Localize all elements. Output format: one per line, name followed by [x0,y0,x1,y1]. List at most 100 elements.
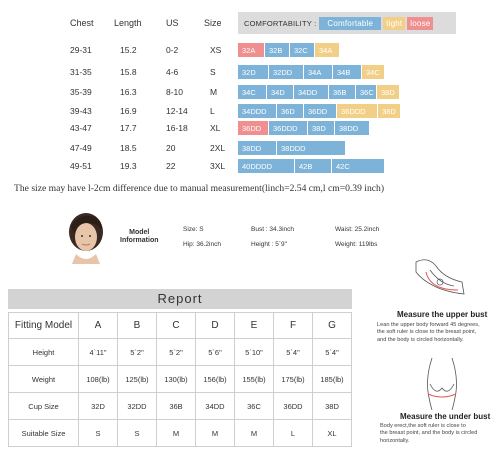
size-row-size: XL [210,123,221,133]
size-row-chest: 31-35 [70,67,92,77]
cup-size-tag: 32B [265,43,289,57]
size-row: 43-47 17.7 16-18 XL 36DD 36DDD 38D 38DD [0,121,500,136]
size-row-length: 16.9 [120,106,137,116]
header-chest: Chest [70,18,94,28]
cup-size-tag: 34D [267,85,293,99]
under-bust-line1: Body erect,the soft ruler is close to [380,423,466,429]
size-row-length: 17.7 [120,123,137,133]
report-row-label: Suitable Size [8,419,79,447]
size-row-size: M [210,87,218,97]
cup-size-tag: 32A [238,43,264,57]
comfortability-legend: COMFORTABILITY : Comfortable tight loose [238,12,456,34]
cup-size-tag: 40DDDD [238,159,294,173]
cup-size-tag: 38DDD [277,141,345,155]
size-row: 47-49 18.5 20 2XL 38DD 38DDD [0,141,500,156]
size-row: 29-31 15.2 0-2 XS 32A 32B 32C 34A [0,43,500,58]
header-size: Size [204,18,222,28]
cup-size-tag: 36C [356,85,376,99]
report-cell: 5`10" [234,338,274,366]
cup-size-bars: 32D 32DD 34A 34B 34C [238,65,385,79]
cup-size-tag: 36D [277,104,303,118]
report-cell: M [156,419,196,447]
size-row-us: 22 [166,161,176,171]
size-row-us: 0-2 [166,45,179,55]
report-cell: 5`4" [312,338,352,366]
report-cell: F [273,312,313,339]
upper-bust-diagram [415,259,465,295]
cup-size-tag: 38D [378,104,400,118]
report-cell: C [156,312,196,339]
cup-size-tag: 36DDD [337,104,377,118]
size-row-us: 16-18 [166,123,188,133]
report-cell: 36C [234,392,274,420]
cup-size-tag: 34A [315,43,339,57]
report-cell: S [78,419,118,447]
cup-size-tag: 42B [295,159,331,173]
report-cell: 5`6" [195,338,235,366]
cup-size-tag: 38DD [238,141,276,155]
size-row-chest: 39-43 [70,106,92,116]
report-cell: 108(lb) [78,365,118,393]
report-row-label: Weight [8,365,79,393]
model-title-line1: Model [129,229,150,236]
cup-size-tag: 32DD [269,65,303,79]
report-row: Fitting Model A B C D E F G [8,312,352,339]
cup-size-bars: 34C 34D 34DD 36B 36C 38D [238,85,400,99]
cup-size-bars: 36DD 36DDD 38D 38DD [238,121,370,135]
cup-size-tag: 36B [329,85,355,99]
report-cell: 5`2" [117,338,157,366]
report-cell: 185(lb) [312,365,352,393]
size-row-us: 8-10 [166,87,184,97]
report-cell: G [312,312,352,339]
report-cell: 4`11" [78,338,118,366]
cup-size-bars: 38DD 38DDD [238,141,346,155]
cup-size-bars: 34DDD 36D 36DD 36DDD 38D [238,104,401,118]
under-bust-line2: the breast point, and the body is circle… [380,430,478,437]
size-row-us: 12-14 [166,106,188,116]
report-row: Height 4`11" 5`2" 5`2" 5`6" 5`10" 5`4" 5`4" [8,338,352,366]
model-avatar [69,213,103,264]
size-row: 35-39 16.3 8-10 M 34C 34D 34DD 36B 36C 38D [0,85,500,100]
cup-size-tag: 42C [332,159,384,173]
size-row-size: 3XL [210,161,226,171]
size-row-chest: 35-39 [70,87,92,97]
report-cell: 36B [156,392,196,420]
cup-size-tag: 34DD [294,85,328,99]
report-row: Cup Size 32D 32DD 36B 34DD 36C 36DD 38D [8,392,352,420]
report-cell: 5`2" [156,338,196,366]
legend-loose: loose [407,16,434,30]
report-cell: 32D [78,392,118,420]
report-table: Fitting Model A B C D E F G Height 4`11" 5`2" 5`2" 5… [8,312,352,447]
cup-size-tag: 36DDD [269,121,307,135]
size-row-chest: 43-47 [70,123,92,133]
report-cell: 36DD [273,392,313,420]
cup-size-tag: 34C [238,85,266,99]
upper-bust-text: Lean the upper body forward 45 degrees, … [377,322,480,344]
upper-bust-line2: the soft ruler is close to the breast po… [377,329,477,336]
size-row-chest: 47-49 [70,143,92,153]
report-cell: 156(lb) [195,365,235,393]
model-waist: Waist: 25.2inch [335,226,380,233]
cup-size-tag: 34B [333,65,361,79]
upper-bust-title: Measure the upper bust [397,310,488,319]
size-row-length: 15.2 [120,45,137,55]
under-bust-title: Measure the under bust [400,412,491,421]
size-row-size: 2XL [210,143,226,153]
size-row-chest: 29-31 [70,45,92,55]
report-cell: 155(lb) [234,365,274,393]
under-bust-text: Body erect,the soft ruler is close to th… [380,423,477,445]
header-length: Length [114,18,142,28]
report-cell: L [273,419,313,447]
upper-bust-line3: and the body is circled horizontally. [377,336,464,343]
report-title: Report [8,289,352,309]
upper-bust-line1: Lean the upper body forward 45 degrees, [377,322,480,328]
report-row-label: Cup Size [8,392,79,420]
report-cell: XL [312,419,352,447]
report-cell: S [117,419,157,447]
model-size: Size: S [183,226,204,233]
report-cell: D [195,312,235,339]
model-title-line2: Information [120,237,159,244]
size-row-us: 20 [166,143,176,153]
under-bust-diagram [427,357,457,410]
report-row: Weight 108(lb) 125(lb) 130(lb) 156(lb) 155(lb… [8,365,352,393]
